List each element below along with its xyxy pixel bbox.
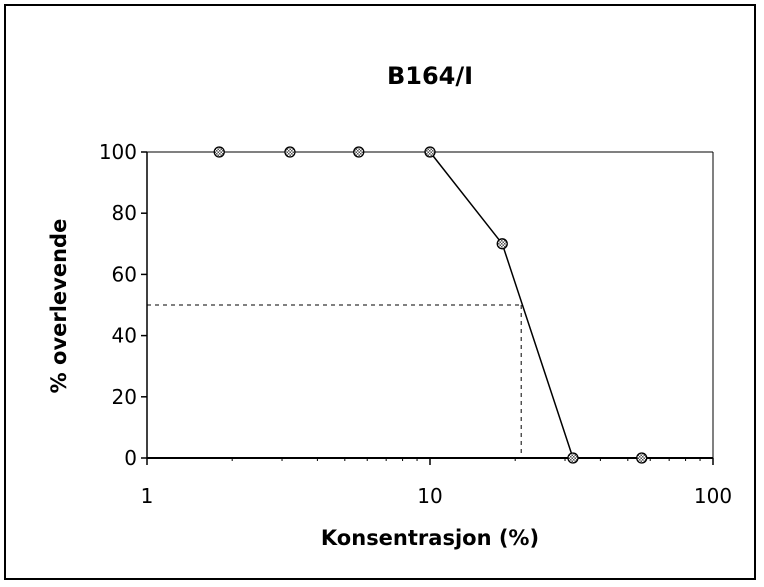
y-tick-label: 60 — [112, 262, 137, 286]
data-point — [636, 452, 648, 464]
y-tick-label: 80 — [112, 201, 137, 225]
data-point — [213, 146, 225, 158]
chart-frame — [4, 4, 756, 580]
data-point — [496, 238, 508, 250]
x-tick-label: 100 — [694, 484, 732, 508]
chart-title: B164/I — [387, 62, 473, 90]
x-axis-label: Konsentrasjon (%) — [321, 526, 539, 550]
x-tick-label: 1 — [141, 484, 154, 508]
x-tick-label: 10 — [417, 484, 442, 508]
y-tick-label: 100 — [99, 140, 137, 164]
data-point — [353, 146, 365, 158]
y-axis-label: % overlevende — [47, 219, 71, 394]
y-tick-label: 40 — [112, 324, 137, 348]
data-point — [284, 146, 296, 158]
y-tick-label: 0 — [124, 446, 137, 470]
plot-area: 0 20 40 60 80 100 1 10 100 — [99, 140, 732, 508]
data-point — [424, 146, 436, 158]
y-tick-label: 20 — [112, 385, 137, 409]
series-line — [429, 151, 642, 459]
data-point — [567, 452, 579, 464]
